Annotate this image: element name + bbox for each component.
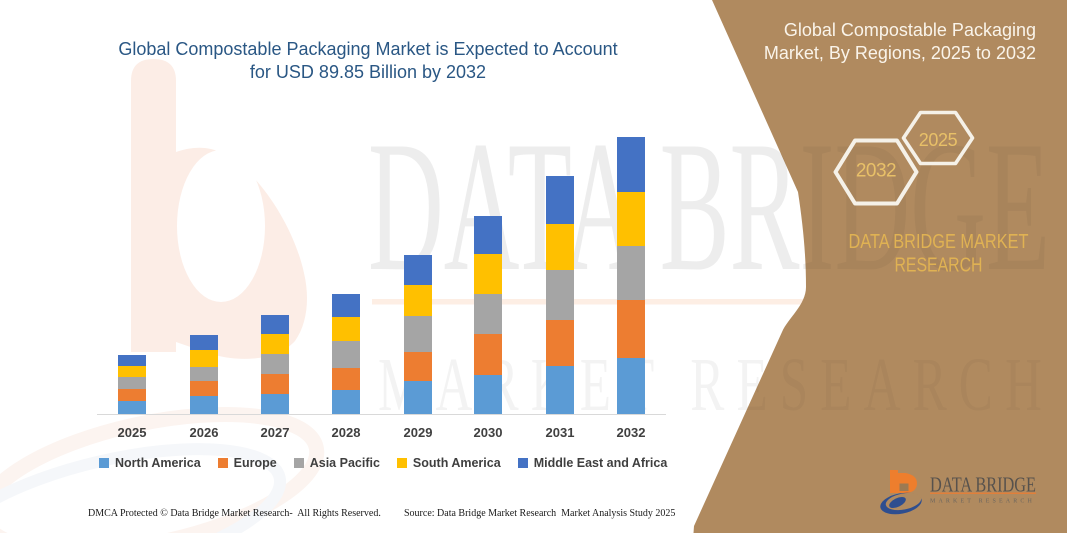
svg-text:2025: 2025 [919,130,958,150]
svg-text:MARKET RESEARCH: MARKET RESEARCH [930,499,1035,505]
svg-text:RESEARCH: RESEARCH [895,255,983,277]
svg-text:DATA BRIDGE: DATA BRIDGE [930,473,1036,497]
svg-text:2032: 2032 [856,160,896,181]
svg-text:DATA BRIDGE MARKET: DATA BRIDGE MARKET [849,231,1029,253]
